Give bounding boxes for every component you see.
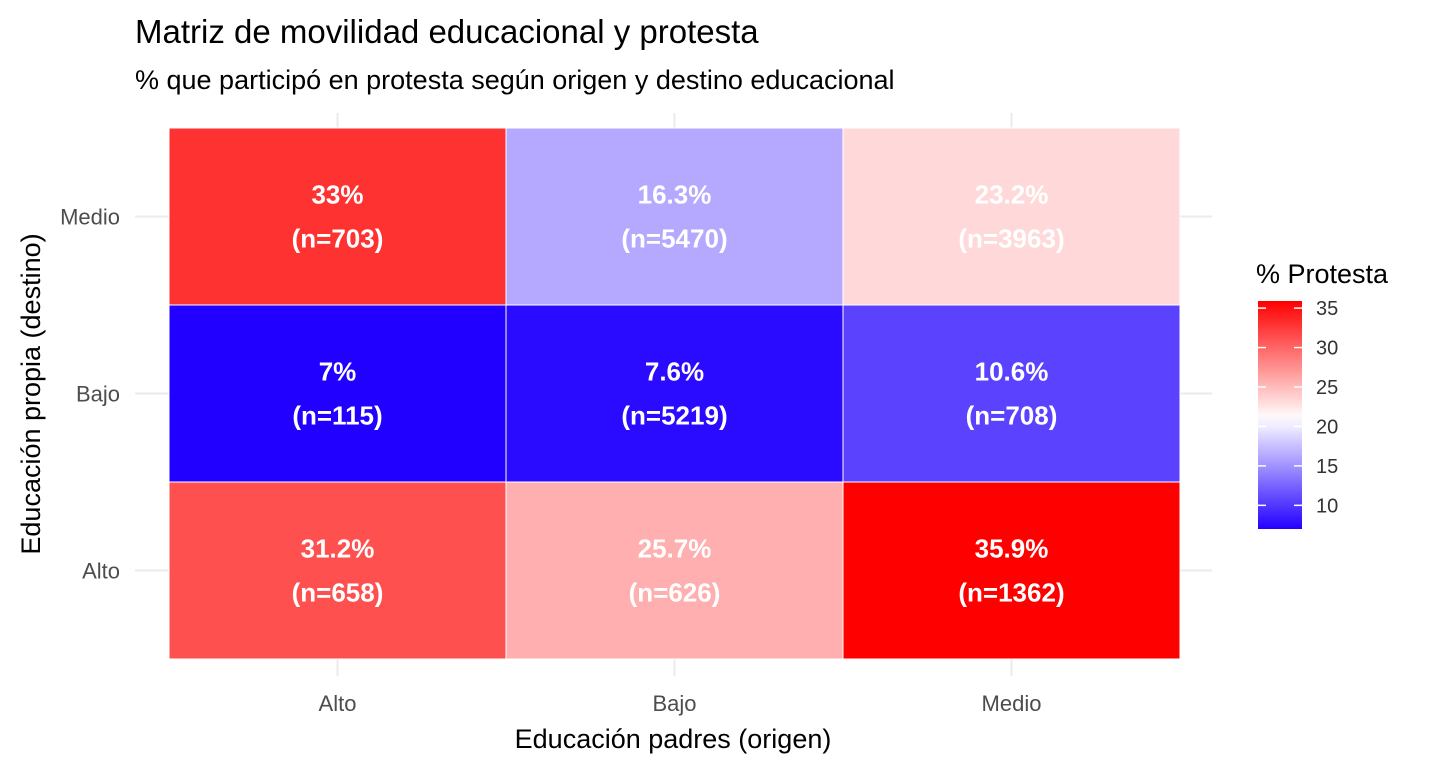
legend: % Protesta 10 15 20 25 30 35 [1256, 259, 1389, 529]
y-tick-label: Medio [60, 205, 120, 230]
cell-percent-label: 10.6% [975, 357, 1049, 387]
cell-n-label: (n=1362) [958, 578, 1064, 608]
x-tick-label: Alto [319, 691, 357, 716]
cell-percent-label: 7% [319, 357, 357, 387]
heatmap-cell [842, 304, 1181, 483]
heatmap-cell [168, 304, 507, 483]
heatmap-cell [168, 127, 507, 306]
legend-colorbar [1258, 301, 1302, 529]
cell-percent-label: 7.6% [645, 357, 704, 387]
cell-n-label: (n=3963) [958, 224, 1064, 254]
heatmap-cell [505, 304, 844, 483]
heatmap-cell [842, 481, 1181, 660]
legend-tick-label: 25 [1316, 377, 1338, 399]
heatmap-cell [505, 481, 844, 660]
cell-percent-label: 31.2% [301, 534, 375, 564]
legend-title: % Protesta [1256, 259, 1389, 289]
heatmap-cell [842, 127, 1181, 306]
x-tick-label: Medio [982, 691, 1042, 716]
cell-percent-label: 16.3% [638, 180, 712, 210]
cell-n-label: (n=703) [292, 224, 384, 254]
cell-n-label: (n=626) [629, 578, 721, 608]
chart-title: Matriz de movilidad educacional y protes… [135, 13, 759, 50]
cell-percent-label: 25.7% [638, 534, 712, 564]
cell-percent-label: 33% [311, 180, 363, 210]
cell-n-label: (n=5470) [621, 224, 727, 254]
chart-subtitle: % que participó en protesta según origen… [135, 65, 895, 95]
legend-tick-label: 20 [1316, 416, 1338, 438]
x-tick-label: Bajo [652, 691, 696, 716]
heatmap-cell [168, 481, 507, 660]
heatmap-cell [505, 127, 844, 306]
cell-n-label: (n=115) [292, 401, 382, 431]
cell-percent-label: 35.9% [975, 534, 1049, 564]
legend-tick-label: 30 [1316, 338, 1338, 360]
cell-n-label: (n=658) [292, 578, 384, 608]
legend-tick-label: 10 [1316, 495, 1338, 517]
cell-n-label: (n=708) [966, 401, 1058, 431]
legend-ticks: 10 15 20 25 30 35 [1258, 298, 1338, 517]
axis-ticks: Alto Bajo Medio Alto Bajo Medio [60, 205, 1041, 717]
legend-tick-label: 35 [1316, 298, 1338, 320]
y-tick-label: Alto [82, 559, 120, 584]
y-tick-label: Bajo [76, 382, 120, 407]
y-axis-title: Educación propia (destino) [16, 233, 46, 554]
x-axis-title: Educación padres (origen) [515, 724, 832, 754]
legend-tick-label: 15 [1316, 456, 1338, 478]
heatmap-cells [168, 127, 1181, 660]
cell-labels: 33% (n=703) 16.3% (n=5470) 23.2% (n=3963) 7% (n… [292, 180, 1065, 608]
cell-n-label: (n=5219) [621, 401, 727, 431]
cell-percent-label: 23.2% [975, 180, 1049, 210]
